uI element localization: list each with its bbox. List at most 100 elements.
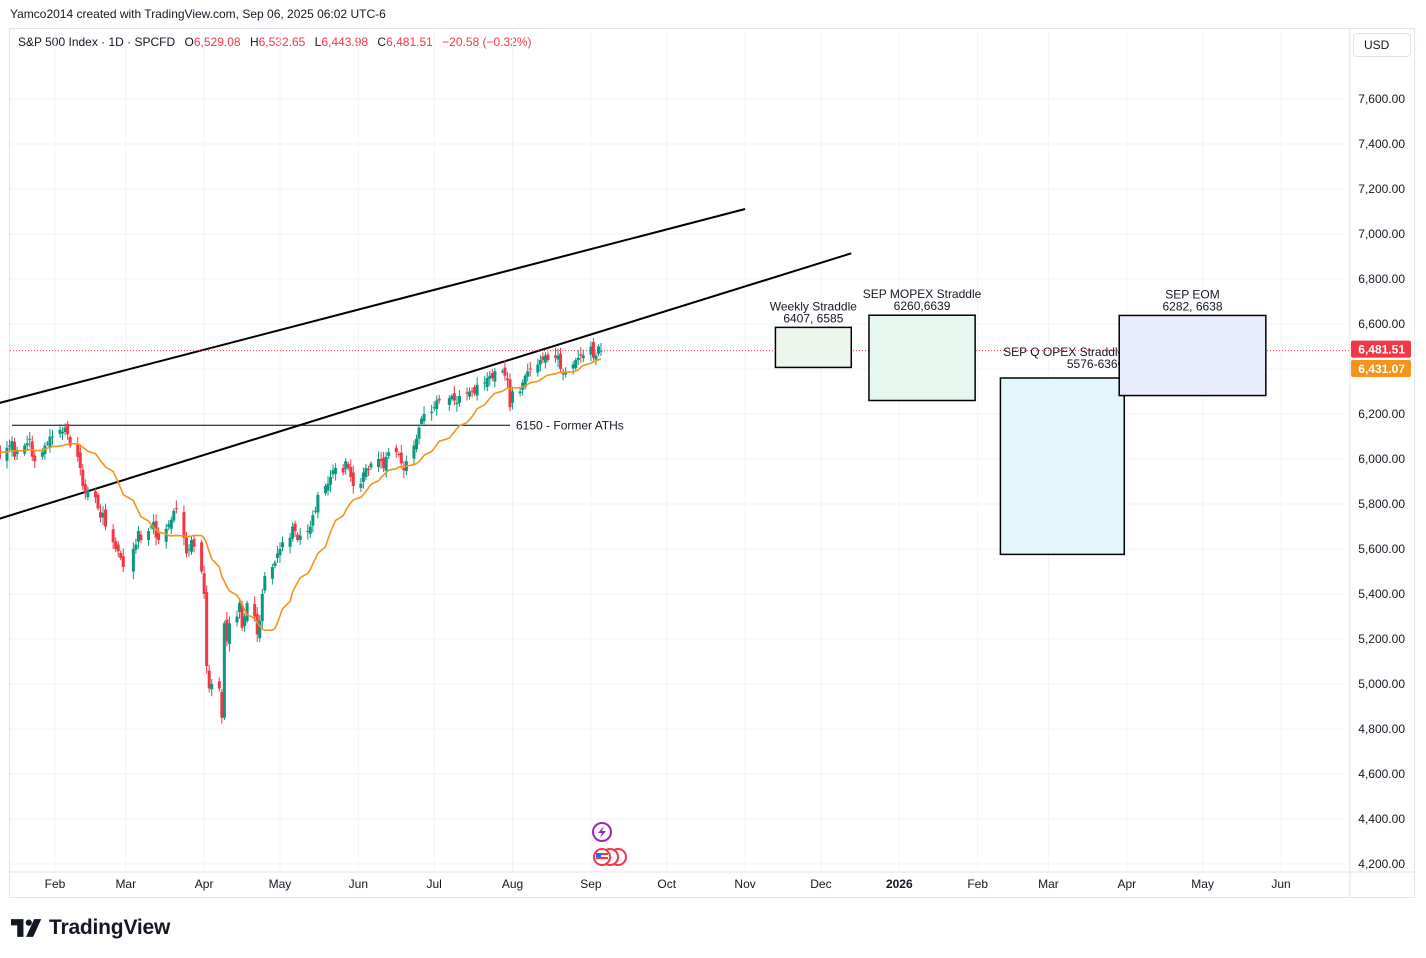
candle-body[interactable] [414,438,418,450]
candle-body[interactable] [536,364,540,373]
candle-body[interactable] [384,456,388,471]
candle-body[interactable] [45,443,49,445]
candle-body[interactable] [10,441,14,450]
candle-body[interactable] [422,414,426,422]
candle-body[interactable] [581,355,585,359]
candle-body[interactable] [134,544,138,550]
candle-body[interactable] [28,438,32,440]
candle-body[interactable] [111,529,115,543]
candle-body[interactable] [331,470,335,475]
candle-body[interactable] [227,623,231,644]
candle-body[interactable] [526,371,530,377]
candle-body[interactable] [500,371,504,373]
candle-body[interactable] [288,537,292,547]
candle-body[interactable] [63,427,67,433]
candle-body[interactable] [217,681,221,689]
candle-body[interactable] [437,398,441,401]
candle-body[interactable] [174,508,178,510]
candle-body[interactable] [258,621,262,639]
candle-body[interactable] [508,379,512,408]
candle-body[interactable] [556,355,560,360]
candle-body[interactable] [40,452,44,457]
symbol-label[interactable]: S&P 500 Index · 1D · SPCFD [18,35,176,49]
price-tag[interactable] [1351,340,1411,358]
candle-body[interactable] [493,371,497,382]
candle-body[interactable] [379,459,383,462]
candle-body[interactable] [121,556,125,567]
candle-body[interactable] [187,549,191,550]
candle-body[interactable] [270,567,274,579]
candle-body[interactable] [5,447,9,461]
candle-body[interactable] [225,619,229,642]
candle-body[interactable] [576,357,580,360]
candle-body[interactable] [263,576,267,591]
candle-body[interactable] [293,523,297,531]
candle-body[interactable] [273,562,277,567]
candle-body[interactable] [33,455,37,462]
candle-body[interactable] [245,603,249,621]
candle-body[interactable] [538,360,542,365]
candle-body[interactable] [361,472,365,482]
candle-body[interactable] [260,594,264,621]
candle-body[interactable] [207,670,211,689]
candle-body[interactable] [308,526,312,534]
candle-body[interactable] [210,684,214,690]
candle-body[interactable] [278,549,282,556]
candle-body[interactable] [599,350,603,352]
candle-body[interactable] [13,441,17,457]
candle-body[interactable] [172,510,176,521]
candle-body[interactable] [457,396,461,403]
candle-body[interactable] [399,452,403,464]
candle-body[interactable] [455,402,459,405]
candle-body[interactable] [99,512,103,518]
candle-body[interactable] [222,623,226,718]
candle-body[interactable] [184,537,188,554]
candle-body[interactable] [220,692,224,718]
straddle-box[interactable] [868,314,976,402]
candle-body[interactable] [76,444,80,457]
candle-body[interactable] [86,490,90,498]
candle-body[interactable] [7,445,11,447]
candle-body[interactable] [561,373,565,375]
candle-body[interactable] [167,524,171,527]
candle-body[interactable] [192,539,196,547]
candle-body[interactable] [554,355,558,358]
candle-body[interactable] [243,616,247,626]
candle-body[interactable] [255,613,259,635]
candle-body[interactable] [152,522,156,530]
candle-body[interactable] [382,457,386,468]
candle-body[interactable] [240,604,244,628]
candle-body[interactable] [78,452,82,468]
candle-body[interactable] [369,463,373,468]
candle-body[interactable] [119,553,123,558]
candle-body[interactable] [116,544,120,552]
candle-body[interactable] [420,418,424,424]
candle-body[interactable] [298,535,302,541]
straddle-box[interactable] [999,377,1126,556]
candle-body[interactable] [238,603,242,612]
candle-body[interactable] [490,373,494,378]
candle-body[interactable] [579,354,583,356]
candle-body[interactable] [344,461,348,469]
candle-body[interactable] [366,468,370,471]
candle-body[interactable] [518,391,522,394]
straddle-box[interactable] [774,326,853,369]
candle-body[interactable] [334,468,338,474]
candle-body[interactable] [200,542,204,572]
candle-body[interactable] [503,367,507,376]
candle-body[interactable] [93,491,97,498]
candle-body[interactable] [323,486,327,494]
candle-body[interactable] [349,467,353,477]
candle-body[interactable] [48,436,52,448]
candle-body[interactable] [281,542,285,548]
candle-body[interactable] [101,513,105,518]
candle-body[interactable] [25,443,29,446]
candle-body[interactable] [594,355,598,360]
candle-body[interactable] [387,452,391,456]
candle-body[interactable] [157,533,161,540]
candle-body[interactable] [326,483,330,491]
candle-body[interactable] [483,382,487,384]
candle-body[interactable] [435,400,439,410]
candle-body[interactable] [468,391,472,397]
candle-body[interactable] [452,393,456,401]
